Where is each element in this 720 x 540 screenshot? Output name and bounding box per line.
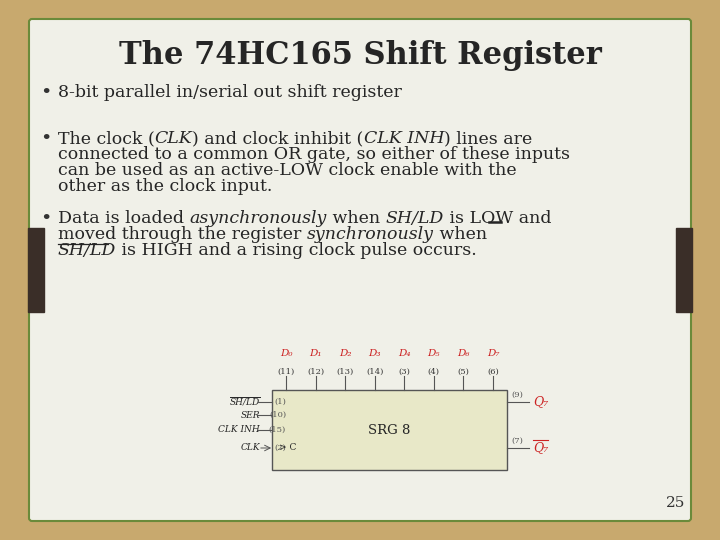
Text: D₅: D₅ xyxy=(428,349,440,358)
Text: (11): (11) xyxy=(277,368,294,376)
Text: (7): (7) xyxy=(511,436,523,444)
Text: (15): (15) xyxy=(269,426,286,434)
Text: (1): (1) xyxy=(274,398,286,406)
Text: connected to a common OR gate, so either of these inputs: connected to a common OR gate, so either… xyxy=(58,146,570,163)
Text: (14): (14) xyxy=(366,368,384,376)
Text: CLK INH: CLK INH xyxy=(218,426,260,435)
Text: •: • xyxy=(40,130,51,148)
Text: other as the clock input.: other as the clock input. xyxy=(58,178,272,195)
Text: (9): (9) xyxy=(511,390,523,399)
Text: (12): (12) xyxy=(307,368,324,376)
Text: Data is loaded: Data is loaded xyxy=(58,210,189,227)
Text: (6): (6) xyxy=(487,368,499,376)
Text: Q₇: Q₇ xyxy=(533,442,548,455)
Text: D₁: D₁ xyxy=(310,349,322,358)
Text: (5): (5) xyxy=(457,368,469,376)
Text: when: when xyxy=(434,226,487,243)
Text: moved through the register: moved through the register xyxy=(58,226,307,243)
Text: is: is xyxy=(116,242,136,259)
Text: can be used as an active-LOW clock enable with the: can be used as an active-LOW clock enabl… xyxy=(58,162,517,179)
FancyBboxPatch shape xyxy=(29,19,691,521)
Text: SH/LD: SH/LD xyxy=(58,242,116,259)
Text: (3): (3) xyxy=(398,368,410,376)
Text: (4): (4) xyxy=(428,368,440,376)
Text: when: when xyxy=(327,210,385,227)
Text: (2): (2) xyxy=(274,444,286,452)
Text: ) lines are: ) lines are xyxy=(444,130,533,147)
Text: SH/LD: SH/LD xyxy=(385,210,444,227)
Text: CLK: CLK xyxy=(240,443,260,453)
Text: CLK INH: CLK INH xyxy=(364,130,444,147)
Text: D₆: D₆ xyxy=(457,349,469,358)
Text: D₂: D₂ xyxy=(339,349,351,358)
Text: D₇: D₇ xyxy=(487,349,499,358)
Text: is LOW and: is LOW and xyxy=(444,210,552,227)
Bar xyxy=(272,390,507,470)
Text: D₄: D₄ xyxy=(398,349,410,358)
Text: SH/LD: SH/LD xyxy=(230,397,260,407)
Text: (10): (10) xyxy=(269,411,286,419)
Text: D₀: D₀ xyxy=(280,349,292,358)
Bar xyxy=(676,228,692,312)
Text: 8-bit parallel in/serial out shift register: 8-bit parallel in/serial out shift regis… xyxy=(58,84,402,101)
Text: CLK: CLK xyxy=(155,130,192,147)
Text: (13): (13) xyxy=(336,368,354,376)
Text: ) and clock inhibit (: ) and clock inhibit ( xyxy=(192,130,364,147)
Text: HIGH and a rising clock pulse occurs.: HIGH and a rising clock pulse occurs. xyxy=(136,242,477,259)
Text: SRG 8: SRG 8 xyxy=(369,423,410,436)
Text: The clock (: The clock ( xyxy=(58,130,155,147)
Text: The 74HC165 Shift Register: The 74HC165 Shift Register xyxy=(119,40,601,71)
Text: •: • xyxy=(40,210,51,228)
Text: > C: > C xyxy=(279,443,297,453)
Text: D₃: D₃ xyxy=(369,349,381,358)
Text: Q₇: Q₇ xyxy=(533,395,548,408)
Text: SER: SER xyxy=(240,410,260,420)
Text: 25: 25 xyxy=(665,496,685,510)
Bar xyxy=(28,228,44,312)
Text: •: • xyxy=(40,84,51,102)
Text: synchronously: synchronously xyxy=(307,226,434,243)
Text: asynchronously: asynchronously xyxy=(189,210,327,227)
